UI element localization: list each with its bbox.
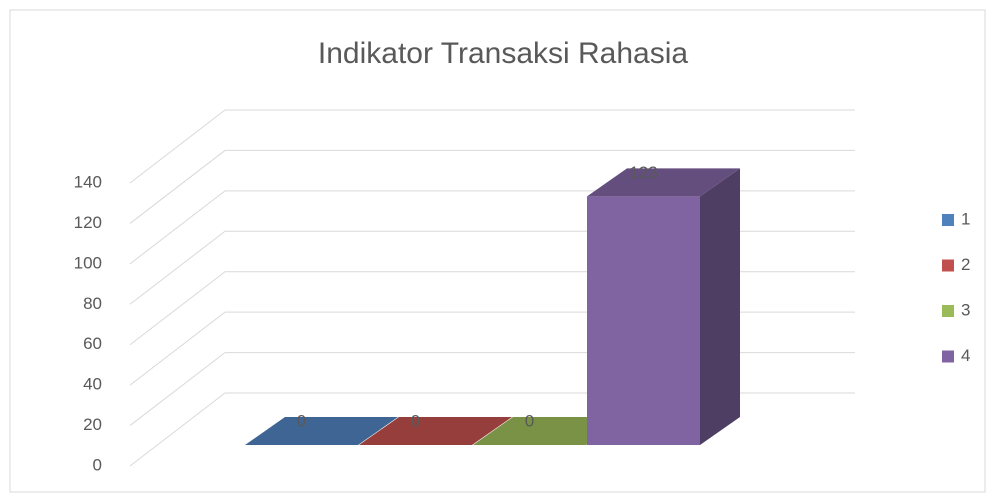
grid-line [129,149,855,224]
grid-line [129,109,855,184]
legend-swatch [942,259,954,272]
y-tick-label: 0 [93,455,102,474]
y-tick-label: 80 [83,294,102,313]
y-tick-label: 140 [74,172,102,191]
y-tick-label: 20 [83,415,102,434]
y-tick-label: 40 [83,375,102,394]
legend-label: 1 [961,209,970,228]
y-tick-label: 60 [83,334,102,353]
bar-side [700,168,740,445]
legend-label: 2 [961,255,970,274]
chart-title: Indikator Transaksi Rahasia [318,37,688,70]
legend-swatch [942,350,954,363]
bar [245,417,398,445]
legend-swatch [942,214,954,226]
chart-border [9,9,986,493]
bar-front [587,196,700,445]
bar-top [587,168,740,197]
data-label: 0 [411,411,420,430]
bar [359,417,512,445]
bar [587,168,740,445]
bar-top [245,417,398,445]
data-label: 0 [297,411,306,430]
legend-swatch [942,305,954,317]
y-tick-label: 120 [74,213,102,232]
y-tick-label: 100 [74,253,102,272]
legend-label: 3 [961,300,970,319]
data-label: 0 [525,411,534,430]
legend-label: 4 [961,346,970,365]
bar-top [359,417,512,445]
data-label: 123 [629,163,657,182]
